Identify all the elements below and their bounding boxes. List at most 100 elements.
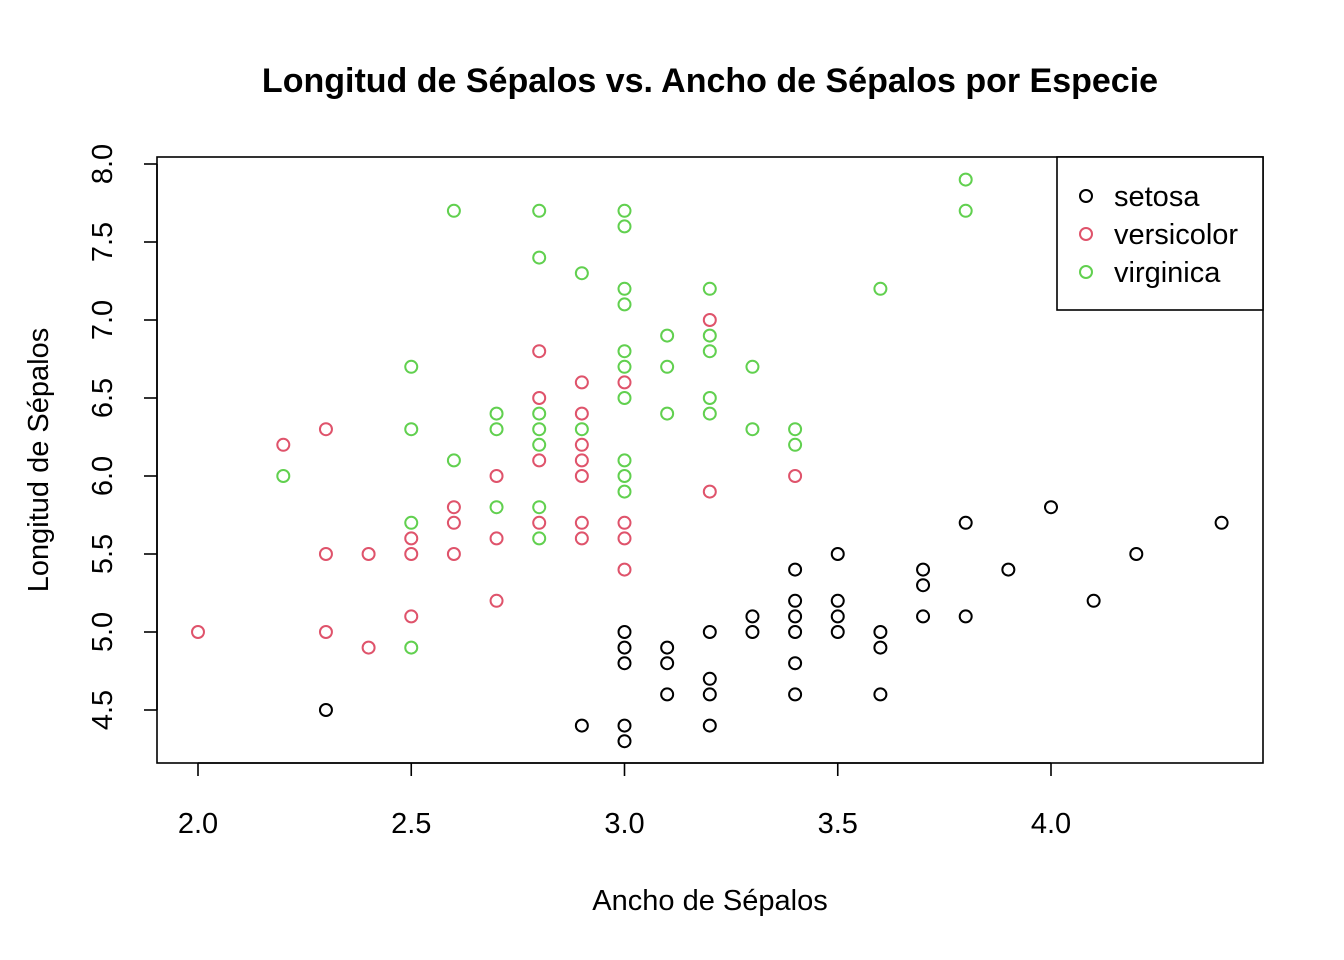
- point-versicolor: [446, 500, 461, 515]
- point-versicolor: [788, 469, 803, 483]
- point-setosa: [916, 562, 931, 577]
- point-setosa: [916, 578, 931, 593]
- point-virginica: [788, 437, 803, 452]
- point-setosa: [873, 640, 888, 655]
- x-axis-label: Ancho de Sépalos: [592, 885, 827, 917]
- point-virginica: [446, 453, 461, 468]
- point-versicolor: [574, 531, 589, 546]
- point-virginica: [617, 219, 632, 234]
- point-versicolor: [489, 531, 504, 546]
- chart-title: Longitud de Sépalos vs. Ancho de Sépalos…: [262, 62, 1158, 100]
- point-virginica: [660, 406, 675, 421]
- point-virginica: [617, 359, 632, 374]
- point-setosa: [1129, 547, 1144, 561]
- point-versicolor: [318, 422, 333, 437]
- point-virginica: [532, 531, 547, 546]
- point-setosa: [617, 656, 632, 671]
- point-versicolor: [361, 640, 376, 655]
- point-versicolor: [276, 437, 291, 452]
- point-virginica: [532, 406, 547, 421]
- point-versicolor: [318, 625, 333, 639]
- point-virginica: [745, 359, 760, 374]
- point-setosa: [788, 593, 803, 608]
- point-setosa: [788, 656, 803, 671]
- point-virginica: [660, 328, 675, 343]
- y-tick-label: 4.5: [87, 690, 119, 730]
- x-tick-label: 4.0: [1031, 808, 1071, 840]
- data-points: [191, 172, 1229, 749]
- point-setosa: [1001, 562, 1016, 577]
- point-versicolor: [617, 375, 632, 390]
- x-tick-label: 2.5: [391, 808, 431, 840]
- point-versicolor: [702, 484, 717, 499]
- point-virginica: [404, 515, 419, 530]
- point-versicolor: [574, 406, 589, 421]
- point-virginica: [574, 266, 589, 281]
- point-versicolor: [489, 593, 504, 608]
- y-tick-label: 5.0: [87, 612, 119, 652]
- point-virginica: [489, 422, 504, 437]
- point-versicolor: [617, 562, 632, 577]
- point-versicolor: [489, 469, 504, 483]
- point-virginica: [702, 281, 717, 296]
- point-virginica: [702, 344, 717, 359]
- point-versicolor: [617, 531, 632, 546]
- point-versicolor: [574, 469, 589, 483]
- point-setosa: [702, 718, 717, 733]
- point-setosa: [830, 593, 845, 608]
- y-tick-label: 7.0: [87, 300, 119, 340]
- point-virginica: [276, 469, 291, 483]
- point-versicolor: [191, 625, 205, 639]
- point-setosa: [958, 609, 973, 624]
- point-setosa: [574, 718, 589, 733]
- point-virginica: [574, 422, 589, 437]
- point-setosa: [702, 671, 717, 686]
- point-versicolor: [574, 375, 589, 390]
- point-setosa: [617, 625, 632, 639]
- point-virginica: [532, 422, 547, 437]
- point-versicolor: [318, 547, 333, 561]
- point-versicolor: [532, 391, 547, 405]
- y-tick-label: 6.5: [87, 378, 119, 418]
- point-versicolor: [574, 437, 589, 452]
- point-setosa: [1214, 515, 1229, 530]
- point-virginica: [660, 359, 675, 374]
- point-setosa: [788, 609, 803, 624]
- point-setosa: [788, 687, 803, 702]
- point-versicolor: [404, 531, 419, 546]
- legend-label-versicolor: versicolor: [1114, 219, 1238, 251]
- legend-marker-versicolor: [1079, 227, 1093, 241]
- x-tick-label: 2.0: [178, 808, 218, 840]
- y-tick-label: 5.5: [87, 534, 119, 574]
- point-virginica: [617, 391, 632, 405]
- point-virginica: [873, 281, 888, 296]
- point-versicolor: [404, 547, 419, 561]
- point-versicolor: [617, 515, 632, 530]
- point-versicolor: [532, 344, 547, 359]
- point-setosa: [788, 625, 803, 639]
- point-setosa: [788, 562, 803, 577]
- point-setosa: [702, 687, 717, 702]
- point-versicolor: [446, 515, 461, 530]
- legend-label-virginica: virginica: [1114, 257, 1221, 289]
- y-tick-label: 6.0: [87, 456, 119, 496]
- point-setosa: [617, 718, 632, 733]
- point-virginica: [532, 437, 547, 452]
- point-virginica: [788, 422, 803, 437]
- point-virginica: [404, 640, 419, 655]
- point-setosa: [1086, 593, 1101, 608]
- point-virginica: [617, 297, 632, 312]
- y-tick-label: 8.0: [87, 144, 119, 184]
- point-virginica: [404, 359, 419, 374]
- y-axis: 4.5 5.0 5.5 6.0 6.5 7.0 7.5 8.0: [87, 144, 158, 730]
- x-tick-label: 3.5: [818, 808, 858, 840]
- point-versicolor: [404, 609, 419, 624]
- point-setosa: [958, 515, 973, 530]
- point-setosa: [660, 656, 675, 671]
- point-virginica: [617, 484, 632, 499]
- point-setosa: [702, 625, 717, 639]
- legend-marker-setosa: [1079, 189, 1093, 203]
- point-setosa: [916, 609, 931, 624]
- point-virginica: [702, 406, 717, 421]
